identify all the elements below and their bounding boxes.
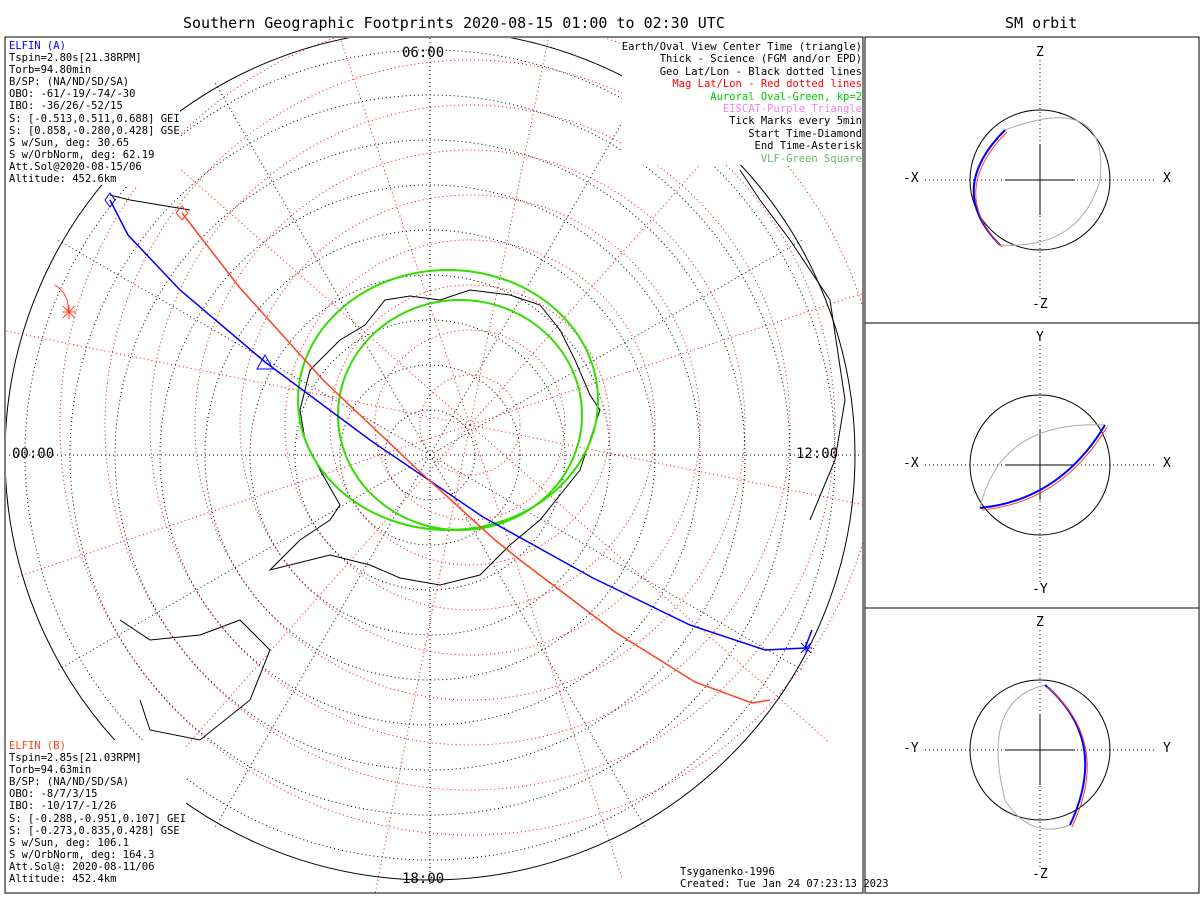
elfin-a-name: ELFIN (A) — [9, 40, 66, 52]
elfin-b-footprint-track — [181, 212, 771, 704]
sm-axis-label-right: X — [1163, 456, 1171, 471]
orbit-trace-gray — [999, 117, 1102, 246]
elfin-b-info-line: OBO: -8/7/3/15 — [9, 788, 98, 801]
legend-item: End Time-Asterisk — [754, 140, 862, 153]
elfin-a-footprint-track — [109, 199, 813, 651]
sm-axis-label-bottom: -Z — [1032, 867, 1048, 882]
sm-frame — [864, 36, 1200, 894]
auroral-oval-inner — [337, 299, 583, 531]
time-label-top: 06:00 — [402, 45, 445, 61]
elfin-a-start-diamond — [104, 192, 116, 208]
elfin-b-name: ELFIN (B) — [9, 740, 66, 752]
sm-axis-label-right: Y — [1163, 741, 1171, 756]
sm-orbit-panels — [925, 60, 1155, 870]
elfin-b-info-line: S w/Sun, deg: 106.1 — [9, 836, 130, 849]
orbit-trace-gray — [979, 424, 1106, 509]
elfin-b-info: ELFIN (B) Tspin=2.85s[21.03RPM] Torb=94.6… — [9, 740, 187, 886]
sm-axis-label-bottom: -Z — [1032, 297, 1048, 312]
legend-item: EISCAT-Purple Triangle — [722, 103, 862, 116]
elfin-b-track-secondary — [54, 284, 69, 313]
legend-item: Tick Marks every 5min — [729, 115, 862, 128]
elfin-b-orbit — [975, 131, 1008, 248]
elfin-b-info-line: S: [-0.273,0.835,0.428] GSE — [9, 824, 180, 837]
orbit-trace-gray — [997, 684, 1071, 830]
sm-axis-label-left: -X — [903, 456, 919, 471]
main-title: Southern Geographic Footprints 2020-08-1… — [183, 14, 725, 32]
elfin-a-info-line: S w/Sun, deg: 30.65 — [9, 136, 130, 149]
sm-axis-label-top: Z — [1036, 45, 1044, 60]
sm-orbit-title: SM orbit — [1005, 14, 1078, 32]
elfin-a-info-line: S: [0.858,-0.280,0.428] GSE — [9, 124, 180, 137]
elfin-a-info-line: S w/OrbNorm, deg: 62.19 — [9, 148, 155, 161]
elfin-a-info-line: B/SP: (NA/ND/SD/SA) — [9, 76, 130, 89]
legend-item: Thick - Science (FGM and/or EPD) — [659, 53, 862, 66]
legend-item: Geo Lat/Lon - Black dotted lines — [659, 65, 862, 78]
footer: Tsyganenko-1996 Created: Tue Jan 24 07:2… — [680, 866, 889, 890]
sm-axis-label-right: X — [1163, 171, 1171, 186]
australia-coastline — [119, 619, 271, 741]
auroral-oval-outer — [297, 269, 599, 531]
sm-axis-label-left: -X — [903, 171, 919, 186]
created-label: Created: Tue Jan 24 07:23:13 2023 — [680, 878, 889, 891]
sm-axis-label-bottom: -Y — [1032, 582, 1048, 597]
elfin-b-info-line: Torb=94.63min — [9, 764, 92, 777]
elfin-b-orbit — [981, 426, 1108, 511]
elfin-a-info: ELFIN (A) Tspin=2.80s[21.38RPM] Torb=94.8… — [9, 40, 180, 186]
model-label: Tsyganenko-1996 — [680, 866, 775, 878]
time-label-right: 12:00 — [796, 446, 839, 462]
elfin-a-info-line: IBO: -36/26/-52/15 — [9, 100, 123, 113]
elfin-b-info-line: B/SP: (NA/ND/SD/SA) — [9, 776, 130, 789]
main-frame — [4, 36, 864, 894]
sm-axis-label-top: Y — [1036, 330, 1044, 345]
time-label-bottom: 18:00 — [402, 871, 445, 887]
sm-axis-label-left: -Y — [903, 741, 919, 756]
legend: Earth/Oval View Center Time (triangle) Th… — [621, 41, 862, 166]
elfin-a-orbit — [979, 424, 1106, 509]
elfin-a-info-line: Altitude: 452.6km — [9, 173, 117, 186]
elfin-b-info-line: S w/OrbNorm, deg: 164.3 — [9, 848, 155, 861]
elfin-a-info-line: S: [-0.513,0.511,0.688] GEI — [9, 112, 180, 125]
elfin-b-start-diamond — [175, 205, 189, 221]
elfin-a-info-line: Tspin=2.80s[21.38RPM] — [9, 52, 142, 65]
elfin-b-info-line: Altitude: 452.4km — [9, 873, 117, 886]
time-label-left: 00:00 — [12, 446, 55, 462]
elfin-a-end-asterisk — [800, 642, 812, 654]
legend-item: Start Time-Diamond — [748, 127, 862, 140]
elfin-b-info-line: Att.Sol@: 2020-08-11/06 — [9, 860, 155, 873]
elfin-b-asterisk — [62, 305, 76, 319]
elfin-b-info-line: IBO: -10/17/-1/26 — [9, 800, 117, 813]
legend-item: Mag Lat/Lon - Red dotted lines — [672, 78, 862, 91]
elfin-a-view-triangle — [256, 353, 274, 370]
antarctica-coastline — [268, 289, 601, 586]
legend-item: Auroral Oval-Green, kp=2 — [710, 90, 862, 103]
africa-coastline — [739, 169, 846, 521]
legend-item: VLF-Green Square — [760, 152, 862, 165]
elfin-b-info-line: Tspin=2.85s[21.03RPM] — [9, 752, 142, 765]
elfin-b-orbit — [1046, 686, 1088, 828]
south-america-coastline — [109, 194, 191, 211]
elfin-a-info-line: Torb=94.80min — [9, 64, 92, 77]
elfin-b-info-line: S: [-0.288,-0.951,0.107] GEI — [9, 812, 187, 825]
elfin-a-info-line: OBO: -61/-19/-74/-30 — [9, 88, 136, 101]
elfin-a-info-line: Att.Sol@2020-08-15/06 — [9, 160, 142, 173]
legend-item: Earth/Oval View Center Time (triangle) — [621, 41, 862, 53]
sm-axis-label-top: Z — [1036, 615, 1044, 630]
